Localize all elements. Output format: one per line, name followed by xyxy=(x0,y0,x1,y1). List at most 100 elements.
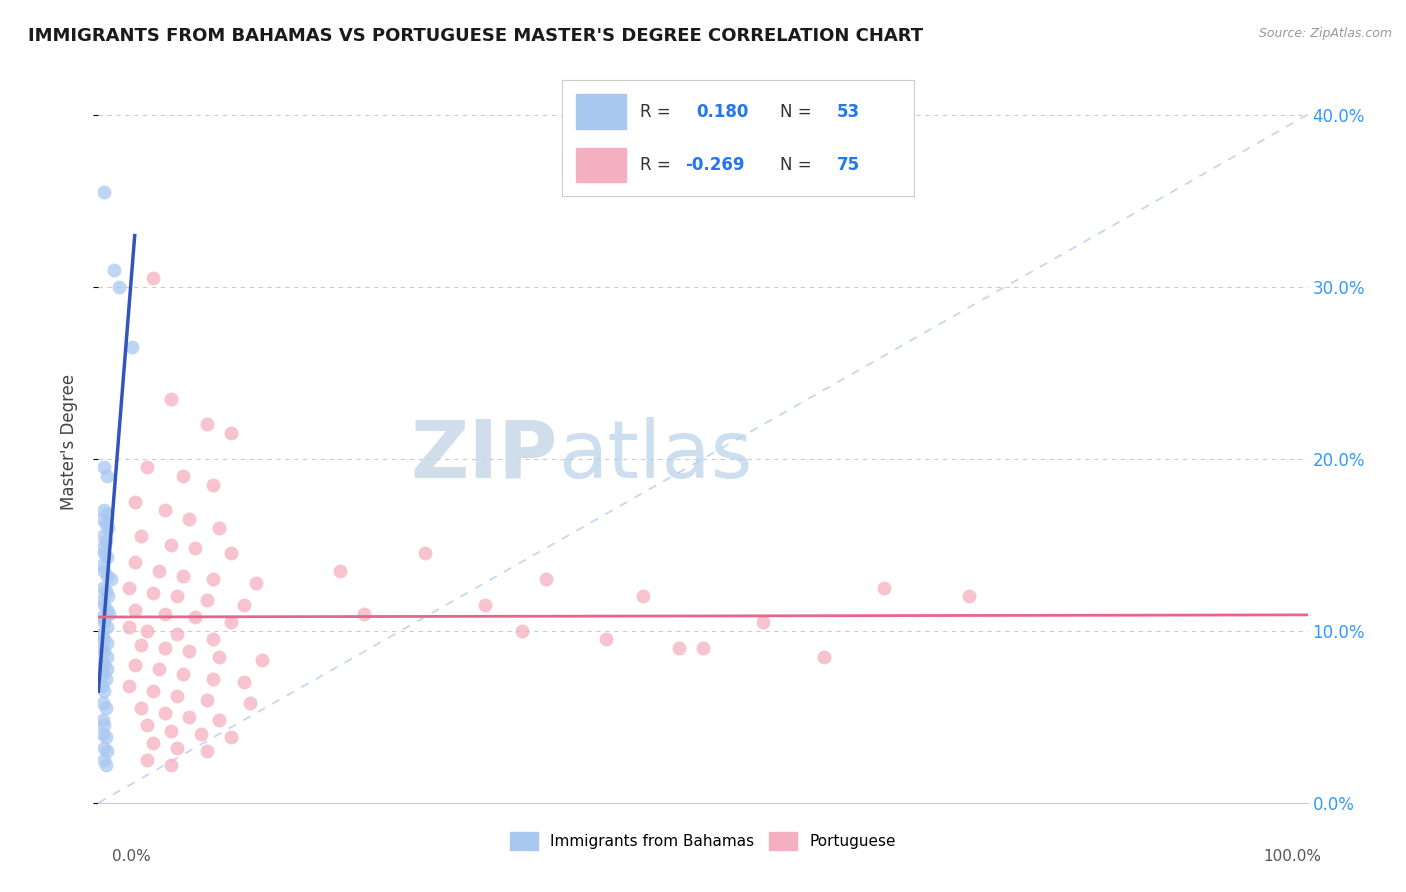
Point xyxy=(166,689,188,703)
Point xyxy=(96,568,118,582)
Text: R =: R = xyxy=(640,103,676,120)
Text: N =: N = xyxy=(780,103,817,120)
Point xyxy=(160,538,183,552)
Point xyxy=(142,586,165,600)
Bar xyxy=(576,95,626,129)
Text: ZIP: ZIP xyxy=(411,417,558,495)
Legend: Immigrants from Bahamas, Portuguese: Immigrants from Bahamas, Portuguese xyxy=(505,826,901,856)
Point xyxy=(93,658,115,673)
Text: N =: N = xyxy=(780,156,817,174)
Point xyxy=(195,417,218,432)
Point xyxy=(595,632,617,647)
Point xyxy=(142,735,165,749)
Text: 75: 75 xyxy=(837,156,859,174)
Point xyxy=(153,607,176,621)
Point xyxy=(534,572,557,586)
Point xyxy=(239,696,262,710)
Point xyxy=(148,564,170,578)
Point xyxy=(96,620,118,634)
Point xyxy=(96,507,118,521)
Point xyxy=(124,555,146,569)
Point xyxy=(668,640,690,655)
Text: R =: R = xyxy=(640,156,676,174)
Point xyxy=(91,529,114,543)
Text: IMMIGRANTS FROM BAHAMAS VS PORTUGUESE MASTER'S DEGREE CORRELATION CHART: IMMIGRANTS FROM BAHAMAS VS PORTUGUESE MA… xyxy=(28,27,924,45)
Point xyxy=(93,615,115,630)
Point xyxy=(148,662,170,676)
Point xyxy=(96,636,118,650)
Point xyxy=(93,740,115,755)
Point xyxy=(184,541,207,556)
Point xyxy=(97,520,120,534)
Point xyxy=(160,723,183,738)
Point xyxy=(221,425,243,440)
Y-axis label: Master's Degree: Master's Degree xyxy=(59,374,77,509)
Text: atlas: atlas xyxy=(558,417,752,495)
Point xyxy=(166,740,188,755)
Bar xyxy=(576,147,626,182)
Point xyxy=(142,271,165,285)
Point xyxy=(97,590,120,604)
Point xyxy=(121,340,143,354)
Point xyxy=(118,620,141,634)
Point xyxy=(184,610,207,624)
Text: 53: 53 xyxy=(837,103,859,120)
Point xyxy=(124,494,146,508)
Point xyxy=(250,653,273,667)
Point xyxy=(179,512,201,526)
Point xyxy=(94,534,117,549)
Point xyxy=(91,666,114,681)
Point xyxy=(813,649,835,664)
Point xyxy=(118,581,141,595)
Point xyxy=(91,592,114,607)
Point xyxy=(91,581,114,595)
Point xyxy=(93,684,115,698)
Point xyxy=(96,549,118,564)
Point xyxy=(93,546,115,560)
Point xyxy=(631,590,654,604)
Point xyxy=(202,572,225,586)
Point xyxy=(96,469,118,483)
Point xyxy=(93,185,115,199)
Point xyxy=(957,590,980,604)
Point xyxy=(179,644,201,658)
Point xyxy=(208,713,231,727)
Point xyxy=(91,512,114,526)
Text: Source: ZipAtlas.com: Source: ZipAtlas.com xyxy=(1258,27,1392,40)
Point xyxy=(160,392,183,406)
Point xyxy=(195,592,218,607)
Point xyxy=(245,575,267,590)
Point xyxy=(96,649,118,664)
Point xyxy=(873,581,896,595)
Point xyxy=(129,701,152,715)
Point xyxy=(93,632,115,647)
Point xyxy=(195,692,218,706)
Point xyxy=(93,644,115,658)
Point xyxy=(118,679,141,693)
Point xyxy=(124,603,146,617)
Point xyxy=(190,727,212,741)
Point xyxy=(91,627,114,641)
Point xyxy=(91,558,114,573)
Point xyxy=(124,658,146,673)
Point xyxy=(221,731,243,745)
Point xyxy=(98,607,121,621)
Point xyxy=(474,598,496,612)
Point xyxy=(142,684,165,698)
Point xyxy=(91,640,114,655)
Point xyxy=(329,564,352,578)
Point xyxy=(179,710,201,724)
Point xyxy=(172,568,194,582)
Point xyxy=(93,460,115,475)
Point xyxy=(208,649,231,664)
Point xyxy=(153,503,176,517)
Point xyxy=(166,627,188,641)
Point xyxy=(129,638,152,652)
Point xyxy=(96,662,118,676)
Point xyxy=(91,610,114,624)
Point xyxy=(94,731,117,745)
Point xyxy=(96,744,118,758)
Point xyxy=(232,598,254,612)
Point xyxy=(91,679,114,693)
Point xyxy=(413,546,436,560)
